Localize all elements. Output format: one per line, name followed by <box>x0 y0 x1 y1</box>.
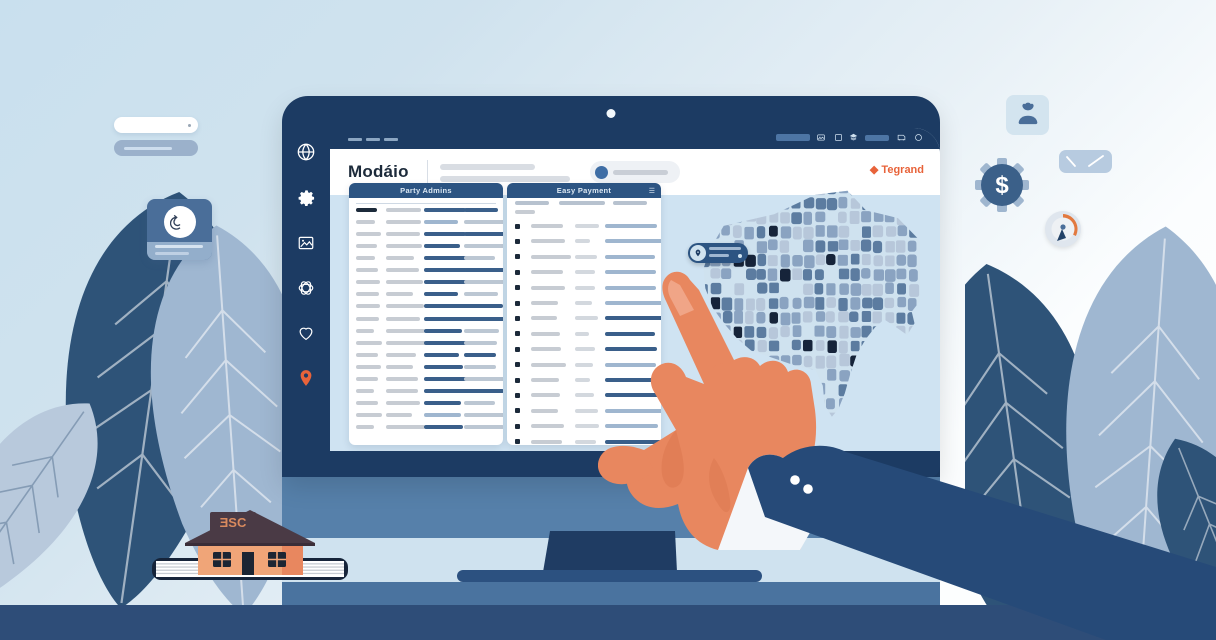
svg-text:$: $ <box>995 172 1009 199</box>
svg-text:ƎSC: ƎSC <box>220 515 247 530</box>
